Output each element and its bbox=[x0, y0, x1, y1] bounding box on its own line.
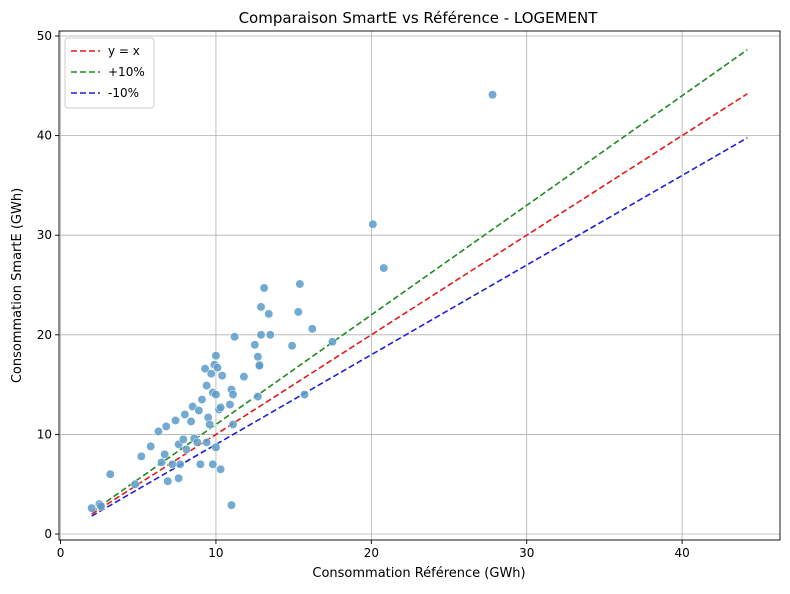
y-tick-label: 40 bbox=[37, 129, 52, 143]
data-point bbox=[130, 479, 140, 489]
data-point bbox=[368, 219, 378, 229]
data-point bbox=[256, 302, 266, 312]
x-tick-label: 20 bbox=[364, 546, 379, 560]
data-point bbox=[96, 501, 106, 511]
data-point bbox=[153, 426, 163, 436]
data-point bbox=[211, 390, 221, 400]
data-point bbox=[250, 340, 260, 350]
data-point bbox=[225, 400, 235, 409]
data-point bbox=[217, 371, 227, 381]
data-point bbox=[307, 324, 317, 334]
data-point bbox=[197, 395, 207, 405]
data-point bbox=[379, 263, 389, 273]
data-point bbox=[202, 437, 212, 447]
plot-frame bbox=[58, 30, 781, 541]
data-point bbox=[488, 90, 497, 100]
series-line bbox=[91, 137, 748, 517]
data-point bbox=[194, 406, 204, 415]
data-point bbox=[239, 372, 249, 382]
data-point bbox=[163, 476, 173, 486]
data-point bbox=[160, 449, 170, 459]
data-point bbox=[178, 434, 188, 444]
y-tick-label: 50 bbox=[37, 29, 52, 43]
data-point bbox=[195, 459, 205, 469]
legend-label: y = x bbox=[108, 44, 140, 58]
data-point bbox=[87, 503, 97, 513]
data-point bbox=[253, 392, 263, 402]
legend-box bbox=[64, 37, 155, 109]
data-point bbox=[259, 283, 269, 293]
data-point bbox=[161, 421, 171, 431]
chart-title: Comparaison SmartE vs Référence - LOGEME… bbox=[239, 9, 599, 27]
data-points bbox=[87, 90, 497, 513]
x-tick-label: 0 bbox=[57, 546, 65, 560]
data-point bbox=[157, 457, 167, 467]
data-point bbox=[167, 459, 177, 469]
data-point bbox=[188, 402, 198, 411]
data-point bbox=[265, 330, 275, 340]
legend-label: +10% bbox=[108, 65, 145, 79]
data-point bbox=[208, 459, 218, 469]
data-point bbox=[146, 441, 156, 451]
data-point bbox=[300, 390, 309, 400]
data-point bbox=[255, 361, 264, 371]
data-point bbox=[213, 363, 222, 373]
axis-ticks: 0 10 20 30 40 0 10 20 30 40 50 bbox=[37, 29, 690, 560]
y-tick-label: 30 bbox=[37, 228, 52, 242]
data-point bbox=[136, 451, 146, 461]
data-point bbox=[175, 459, 185, 469]
data-point bbox=[174, 473, 184, 483]
legend: y = x +10% -10% bbox=[64, 37, 155, 109]
data-point bbox=[228, 390, 238, 400]
data-point bbox=[287, 341, 297, 351]
y-tick-label: 10 bbox=[37, 427, 52, 441]
data-point bbox=[202, 381, 212, 391]
data-point bbox=[205, 420, 215, 429]
y-axis-label: Consommation SmartE (GWh) bbox=[10, 188, 25, 383]
data-point bbox=[181, 444, 191, 454]
data-point bbox=[180, 410, 190, 419]
data-point bbox=[256, 330, 266, 340]
data-point bbox=[192, 437, 202, 447]
data-point bbox=[227, 500, 236, 510]
data-point bbox=[295, 279, 305, 289]
x-tick-label: 40 bbox=[674, 546, 689, 560]
x-axis-label: Consommation Référence (GWh) bbox=[312, 566, 525, 581]
data-point bbox=[206, 369, 216, 379]
data-point bbox=[293, 307, 303, 317]
series-line bbox=[91, 49, 748, 513]
y-tick-label: 0 bbox=[44, 527, 52, 541]
data-point bbox=[200, 364, 210, 374]
grid bbox=[59, 31, 780, 540]
data-point bbox=[105, 469, 115, 479]
data-point bbox=[216, 464, 226, 474]
y-tick-label: 20 bbox=[37, 328, 52, 342]
data-point bbox=[230, 332, 240, 342]
x-tick-label: 30 bbox=[519, 546, 534, 560]
data-point bbox=[328, 337, 337, 347]
data-point bbox=[253, 352, 263, 362]
data-point bbox=[171, 416, 180, 425]
data-point bbox=[186, 417, 196, 426]
legend-label: -10% bbox=[108, 86, 139, 100]
data-point bbox=[228, 420, 238, 429]
data-point bbox=[264, 309, 274, 319]
data-point bbox=[211, 442, 221, 452]
reference-lines bbox=[91, 49, 748, 517]
data-point bbox=[211, 351, 221, 361]
data-point bbox=[216, 403, 226, 412]
x-tick-label: 10 bbox=[208, 546, 223, 560]
